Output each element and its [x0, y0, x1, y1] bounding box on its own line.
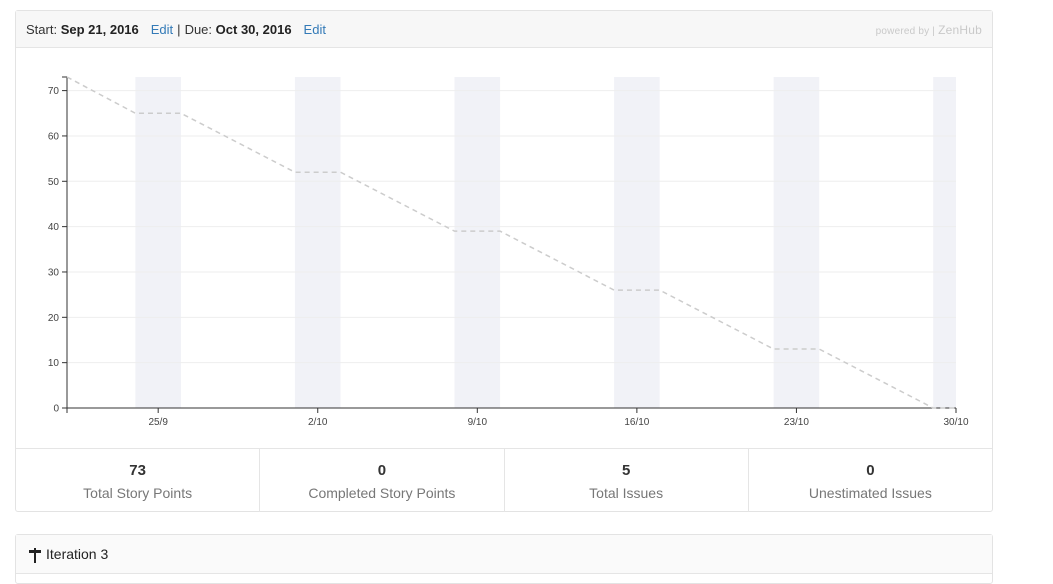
burndown-chart-svg: 0 10 20 30 40 50 60 70 25/9 2/10 9/10 16/10 23/10 30/…: [48, 76, 969, 428]
y-tick-label-4: 40: [48, 222, 60, 233]
y-tick-label-0: 0: [53, 404, 59, 415]
stat-label: Completed Story Points: [308, 485, 456, 501]
x-tick-label-2: 9/10: [468, 417, 488, 428]
stat-value: 73: [129, 462, 146, 479]
y-tick-label-5: 50: [48, 177, 60, 188]
iteration-panel: Iteration 3: [15, 534, 993, 584]
weekend-band-0: [135, 77, 181, 408]
weekend-band-4: [773, 77, 820, 408]
stat-value: 5: [621, 462, 631, 479]
ideal-burndown-line: [66, 76, 956, 409]
edit-due-link[interactable]: Edit: [303, 21, 326, 37]
weekend-band-5: [933, 77, 956, 408]
stat-label: Total Issues: [589, 485, 664, 501]
y-tick-label-7: 70: [48, 86, 60, 97]
iteration-header[interactable]: Iteration 3: [16, 535, 992, 574]
due-label: Due:: [184, 21, 213, 37]
burndown-chart: 0 10 20 30 40 50 60 70 25/9 2/10 9/10 16/10 23/10 30/…: [16, 48, 992, 448]
start-label: Start:: [26, 21, 58, 37]
start-date: Sep 21, 2016: [60, 21, 139, 37]
powered-by[interactable]: powered by | ZenHub: [876, 23, 982, 37]
y-tick-label-1: 10: [48, 358, 60, 369]
x-tick-label-1: 2/10: [308, 417, 328, 428]
stat-total-story-points: 73 Total Story Points: [16, 449, 261, 512]
x-tick-label-0: 25/9: [148, 417, 168, 428]
zenhub-logo: ZenHub: [938, 23, 982, 37]
due-date: Oct 30, 2016: [215, 21, 292, 37]
stat-unestimated-issues: 0 Unestimated Issues: [749, 449, 992, 512]
x-tick-label-3: 16/10: [624, 417, 649, 428]
stat-value: 0: [377, 462, 387, 479]
y-tick-label-2: 20: [48, 313, 60, 324]
weekend-band-3: [614, 77, 660, 408]
x-tick-label-4: 23/10: [784, 417, 809, 428]
weekend-band-2: [454, 77, 501, 408]
milestone-icon: [28, 547, 42, 563]
y-tick-label-3: 30: [48, 267, 60, 278]
x-tick-label-5: 30/10: [943, 417, 968, 428]
stat-total-issues: 5 Total Issues: [505, 449, 749, 512]
stats-bar: 73 Total Story Points 0 Completed Story …: [16, 448, 992, 512]
stat-label: Unestimated Issues: [808, 485, 932, 501]
edit-start-link[interactable]: Edit: [150, 21, 174, 37]
iteration-title: Iteration 3: [46, 546, 109, 562]
y-tick-label-6: 60: [48, 131, 60, 142]
burndown-panel: Start: Sep 21, 2016 Edit | Due: Oct 30, …: [15, 10, 993, 512]
stat-completed-story-points: 0 Completed Story Points: [260, 449, 505, 512]
panel-header: Start: Sep 21, 2016 Edit | Due: Oct 30, …: [16, 11, 992, 48]
header-separator: |: [177, 21, 181, 37]
stat-label: Total Story Points: [83, 485, 193, 501]
stat-value: 0: [866, 462, 875, 479]
weekend-band-1: [294, 77, 341, 408]
powered-by-text: powered by |: [875, 26, 936, 37]
